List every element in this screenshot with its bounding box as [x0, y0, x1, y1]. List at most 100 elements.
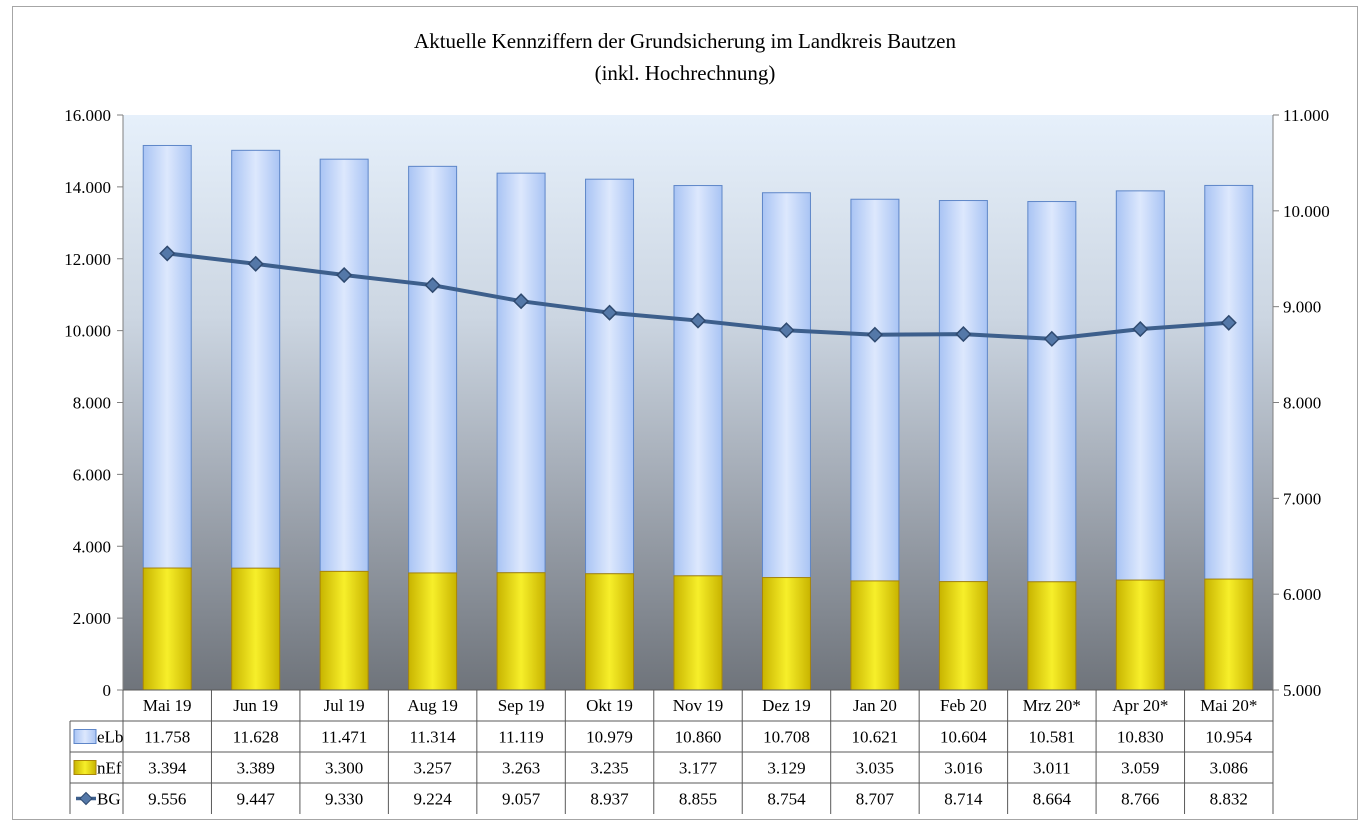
bar-nef: [673, 575, 723, 691]
bar-elb: [761, 192, 811, 579]
bg-line-series: [159, 245, 1237, 347]
legend-key-elb: [73, 729, 97, 744]
bar-elb: [585, 178, 635, 575]
left-tick-label: 10.000: [64, 322, 111, 341]
data-label-nef: 3.300: [325, 759, 363, 778]
bar-elb: [142, 144, 192, 569]
data-label-nef: 3.257: [413, 759, 452, 778]
left-axis-ticks: 0 2.000 4.000 6.000 8.000 10.000 12.000 14.000 1…: [64, 106, 123, 700]
bg-point-marker: [513, 293, 530, 310]
bg-point-marker: [1043, 330, 1060, 347]
data-label-nef: 3.129: [767, 759, 805, 778]
bar-elb: [938, 200, 988, 583]
x-tick-label: Dez 19: [762, 696, 811, 715]
bar-elb: [673, 185, 723, 577]
data-label-bg: 9.556: [148, 790, 186, 809]
right-tick-label: 11.000: [1283, 106, 1329, 125]
legend-label-elb: eLb: [97, 728, 123, 747]
data-label-elb: 10.830: [1117, 728, 1164, 747]
x-tick-label: Mai 20*: [1200, 696, 1257, 715]
x-tick-label: Jul 19: [324, 696, 365, 715]
right-tick-label: 5.000: [1283, 681, 1321, 700]
legend-label-nef: nEf: [97, 759, 122, 778]
data-label-bg: 9.330: [325, 790, 363, 809]
x-tick-label: Feb 20: [940, 696, 987, 715]
data-label-bg: 9.447: [237, 790, 276, 809]
x-tick-label: Aug 19: [407, 696, 458, 715]
bg-point-marker: [159, 245, 176, 262]
data-label-nef: 3.035: [856, 759, 894, 778]
data-label-elb: 10.979: [586, 728, 633, 747]
left-tick-label: 6.000: [73, 465, 111, 484]
x-tick-label: Nov 19: [673, 696, 724, 715]
data-label-bg: 8.754: [767, 790, 806, 809]
right-tick-label: 7.000: [1283, 489, 1321, 508]
data-label-bg: 8.855: [679, 790, 717, 809]
bg-point-marker: [955, 326, 972, 343]
data-label-elb: 11.314: [410, 728, 457, 747]
bar-nef: [1027, 581, 1077, 691]
right-axis-ticks: 5.000 6.000 7.000 8.000 9.000 10.000 11.000: [1273, 106, 1330, 700]
data-label-elb: 10.604: [940, 728, 987, 747]
bg-point-marker: [601, 304, 618, 321]
data-label-bg: 8.832: [1210, 790, 1248, 809]
data-label-nef: 3.389: [237, 759, 275, 778]
data-label-bg: 9.057: [502, 790, 541, 809]
left-tick-label: 0: [103, 681, 112, 700]
bg-point-marker: [778, 322, 795, 339]
bar-elb: [850, 198, 900, 582]
data-label-nef: 3.394: [148, 759, 187, 778]
bar-nef: [585, 573, 635, 691]
left-tick-label: 8.000: [73, 394, 111, 413]
data-label-bg: 8.707: [856, 790, 895, 809]
left-tick-label: 2.000: [73, 609, 111, 628]
data-label-bg: 9.224: [413, 790, 452, 809]
bar-elb: [1115, 190, 1165, 581]
data-label-elb: 11.628: [233, 728, 279, 747]
left-tick-label: 14.000: [64, 178, 111, 197]
data-label-bg: 8.714: [944, 790, 983, 809]
data-label-elb: 11.471: [321, 728, 367, 747]
data-label-elb: 10.954: [1205, 728, 1252, 747]
bar-nef: [850, 580, 900, 691]
chart-subtitle: (inkl. Hochrechnung): [595, 61, 776, 85]
bar-nef: [1204, 578, 1254, 691]
x-tick-label: Apr 20*: [1112, 696, 1168, 715]
x-tick-label: Jun 19: [233, 696, 278, 715]
bar-nef: [408, 572, 458, 691]
bar-elb: [1027, 201, 1077, 583]
bar-elb: [408, 165, 458, 574]
bar-nef: [938, 581, 988, 691]
data-label-elb: 10.581: [1028, 728, 1075, 747]
data-label-nef: 3.011: [1033, 759, 1071, 778]
left-tick-label: 16.000: [64, 106, 111, 125]
bg-point-marker: [424, 277, 441, 294]
data-label-elb: 11.119: [498, 728, 544, 747]
data-label-bg: 8.937: [590, 790, 629, 809]
bg-point-marker: [336, 266, 353, 284]
data-label-elb: 11.758: [144, 728, 190, 747]
bar-nef: [1115, 579, 1165, 691]
bar-elb: [496, 172, 546, 574]
x-tick-label: Mrz 20*: [1023, 696, 1081, 715]
right-tick-label: 10.000: [1283, 202, 1330, 221]
data-label-nef: 3.086: [1210, 759, 1248, 778]
legend-key-nef: [73, 760, 97, 775]
bar-nef: [496, 572, 546, 691]
x-tick-label: Sep 19: [498, 696, 545, 715]
data-label-nef: 3.263: [502, 759, 540, 778]
data-label-nef: 3.235: [590, 759, 628, 778]
bar-elb: [319, 158, 369, 572]
bar-nef: [319, 570, 369, 691]
bar-elb: [1204, 184, 1254, 580]
bg-point-marker: [689, 312, 707, 329]
bg-point-marker: [866, 326, 883, 343]
bg-point-marker: [247, 255, 264, 272]
chart-title: Aktuelle Kennziffern der Grundsicherung …: [414, 29, 956, 53]
left-tick-label: 12.000: [64, 250, 111, 269]
data-label-elb: 10.621: [852, 728, 899, 747]
bar-elb: [231, 149, 281, 569]
bar-nef: [142, 567, 192, 691]
left-tick-label: 4.000: [73, 537, 111, 556]
bg-point-marker: [1132, 321, 1149, 338]
